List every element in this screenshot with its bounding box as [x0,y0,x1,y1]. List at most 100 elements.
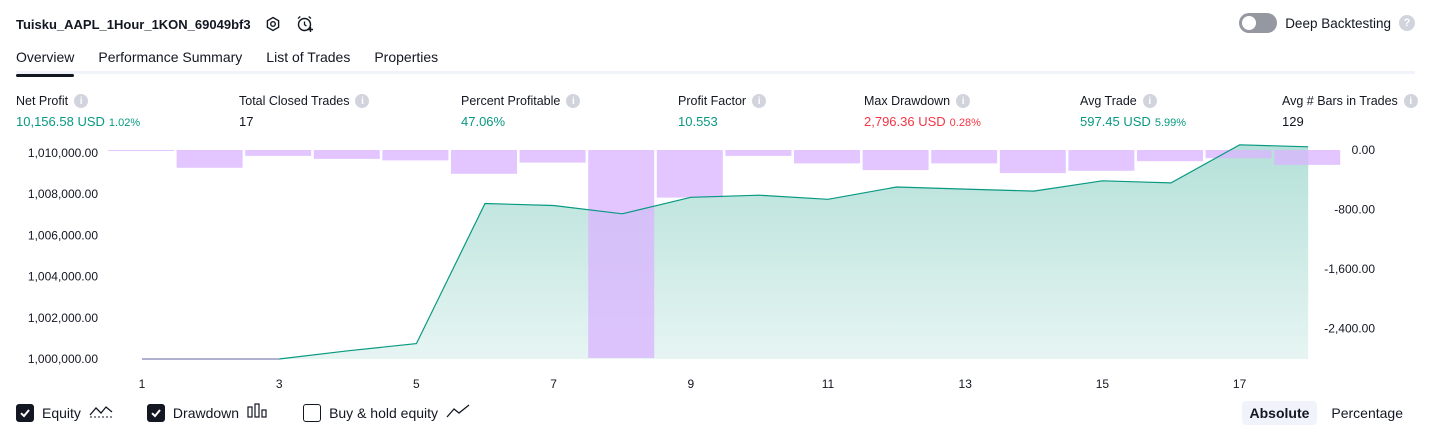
info-icon[interactable]: i [1142,94,1157,108]
metric-net-profit: Net Profit i 10,156.58 USD 1.02% [16,94,140,129]
equity-line-icon [89,403,113,422]
equity-line [142,144,1309,360]
drawdown-bar [1068,150,1135,171]
drawdown-bar [1274,150,1341,165]
settings-icon[interactable] [263,14,283,34]
drawdown-bar [656,150,723,198]
metric-label: Avg Trade [1080,94,1137,108]
metrics-row: Net Profit i 10,156.58 USD 1.02% Total Clo… [16,94,1418,130]
add-alert-icon[interactable] [295,14,315,34]
metric-avg-bars-in-trades: Avg # Bars in Trades i 129 [1282,94,1418,129]
drawdown-bar [862,150,929,171]
drawdown-bar [108,150,174,151]
drawdown-bar [1137,150,1203,162]
drawdown-bar [794,150,860,164]
metric-percent: 5.99% [1154,117,1187,129]
right-axis-tick: -2,400.00 [1324,322,1375,336]
drawdown-bar [588,150,655,358]
drawdown-bar [451,150,517,174]
equity-toggle[interactable]: Equity [16,403,113,422]
x-axis-tick: 17 [1233,377,1247,391]
x-axis-tick: 5 [413,377,420,391]
deep-backtesting-label: Deep Backtesting [1285,15,1391,31]
tab-list-of-trades[interactable]: List of Trades [266,49,351,65]
metric-label: Net Profit [16,94,69,108]
buyhold-line-icon [446,403,470,422]
drawdown-bar [931,150,998,164]
left-axis-tick: 1,006,000.00 [28,228,98,242]
help-icon[interactable]: ? [1399,15,1415,31]
absolute-button[interactable]: Absolute [1241,401,1318,425]
metric-label: Max Drawdown [864,94,951,108]
tab-overview[interactable]: Overview [16,44,75,77]
deep-backtesting: Deep Backtesting ? [1239,13,1415,33]
metric-avg-trade: Avg Trade i 597.45 USD 5.99% [1080,94,1186,129]
right-axis-tick: -1,600.00 [1324,262,1375,276]
drawdown-bar [313,150,380,159]
metric-max-drawdown: Max Drawdown i 2,796.36 USD 0.28% [864,94,981,129]
drawdown-label: Drawdown [172,404,240,421]
metric-value: 10,156.58 USD [16,114,105,129]
x-axis-tick: 13 [959,377,973,391]
drawdown-bar [1205,150,1272,159]
equity-area [142,144,1309,359]
x-axis-tick: 7 [550,377,557,391]
strategy-title: Tuisku_AAPL_1Hour_1KON_69049bf3 [16,16,251,32]
chart-legend: Equity Drawdown Buy & hold equity [16,403,504,422]
x-axis-tick: 1 [139,377,146,391]
left-axis-tick: 1,010,000.00 [28,146,98,160]
x-axis-tick: 3 [276,377,283,391]
x-axis-tick: 9 [687,377,694,391]
equity-checkbox[interactable] [16,403,34,422]
drawdown-bars-icon [247,403,269,422]
drawdown-bar [519,150,586,163]
drawdown-bar [245,150,312,156]
metric-value: 129 [1282,114,1304,129]
metric-percent-profitable: Percent Profitable i 47.06% [461,94,581,129]
drawdown-checkbox[interactable] [146,403,165,422]
buyhold-checkbox[interactable] [303,403,322,422]
metric-value: 10.553 [678,114,718,129]
x-axis-tick: 11 [822,377,835,391]
metric-label: Percent Profitable [461,94,561,108]
metric-percent: 0.28% [949,117,981,129]
metric-value: 47.06% [461,114,506,129]
info-icon[interactable]: i [752,94,767,108]
metric-value: 597.45 USD [1080,114,1151,129]
metric-total-closed-trades: Total Closed Trades i 17 [239,94,370,129]
metric-value: 17 [239,114,254,129]
info-icon[interactable]: i [956,94,971,108]
left-axis-tick: 1,000,000.00 [28,352,98,366]
info-icon[interactable]: i [566,94,581,108]
info-icon[interactable]: i [74,94,89,108]
report-tabs: Overview Performance Summary List of Tra… [16,44,1415,77]
metric-label: Avg # Bars in Trades [1282,94,1398,108]
right-axis-tick: -800.00 [1334,203,1375,217]
left-axis-tick: 1,002,000.00 [28,311,98,325]
metric-label: Profit Factor [678,94,747,108]
drawdown-bar [382,150,449,161]
equity-drawdown-chart[interactable]: 1,010,000.00 1,008,000.00 1,006,000.00 1,00… [0,140,1431,400]
drawdown-bar [176,150,243,168]
scale-mode: Absolute Percentage [1241,401,1412,425]
left-axis-tick: 1,004,000.00 [28,270,98,284]
strategy-header: Tuisku_AAPL_1Hour_1KON_69049bf3 [16,12,315,36]
equity-label: Equity [42,404,81,421]
metric-value: 2,796.36 USD [864,114,946,129]
drawdown-toggle[interactable]: Drawdown [146,403,269,422]
info-icon[interactable]: i [355,94,370,108]
left-axis-tick: 1,008,000.00 [28,187,98,201]
metric-percent: 1.02% [108,117,141,129]
drawdown-bar [725,150,792,156]
x-axis-tick: 15 [1096,377,1110,391]
buyhold-toggle[interactable]: Buy & hold equity [303,403,470,422]
tab-properties[interactable]: Properties [374,49,439,65]
right-axis-tick: 0.00 [1352,143,1376,157]
metric-label: Total Closed Trades [239,94,350,108]
metric-profit-factor: Profit Factor i 10.553 [678,94,767,129]
info-icon[interactable]: i [1403,94,1418,108]
percentage-button[interactable]: Percentage [1331,405,1403,421]
tab-performance-summary[interactable]: Performance Summary [98,49,243,65]
drawdown-bar [999,150,1066,174]
deep-backtesting-toggle[interactable] [1239,13,1278,33]
